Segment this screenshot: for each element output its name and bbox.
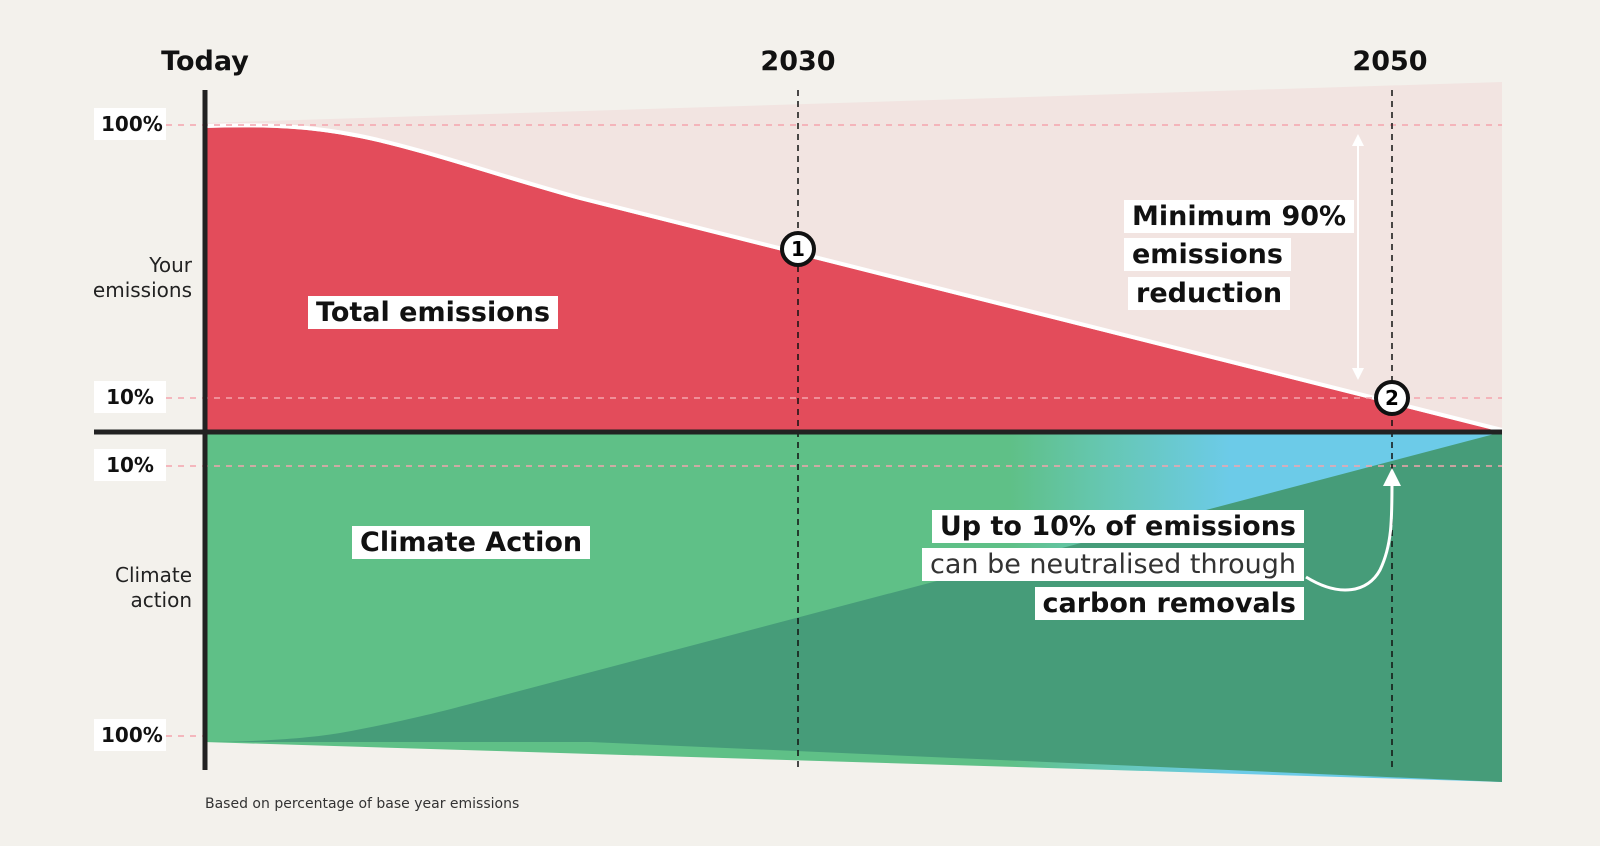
top-100-label: 100%	[94, 108, 166, 140]
climate-action-axis-title: Climate action	[115, 563, 192, 612]
reduction-callout-line1: Minimum 90%	[1124, 200, 1355, 233]
top-10-label: 10%	[94, 381, 166, 413]
your-emissions-axis-title: Your emissions	[92, 253, 192, 302]
removals-callout-line3: carbon removals	[1034, 587, 1304, 620]
milestone-marker-2: 2	[1374, 380, 1410, 416]
removals-arrowhead	[1383, 468, 1401, 486]
removals-arrow	[1305, 479, 1394, 592]
climate-action-title: Climate Action	[352, 526, 591, 559]
total-emissions-area	[204, 127, 1502, 432]
year-2030-label: 2030	[760, 46, 836, 77]
year-guides	[797, 90, 1393, 770]
year-2050-label: 2050	[1352, 46, 1428, 77]
total-emissions-title: Total emissions	[308, 296, 559, 329]
removals-callout-line2: can be neutralised through	[922, 548, 1304, 581]
removals-callout-line1: Up to 10% of emissions	[931, 510, 1304, 543]
today-label: Today	[161, 46, 249, 77]
milestone-marker-1: 1	[780, 231, 816, 267]
reduction-callout-line2: emissions	[1124, 238, 1291, 271]
footnote: Based on percentage of base year emissio…	[205, 796, 520, 812]
reduction-callout-line3: reduction	[1128, 277, 1291, 310]
bottom-100-label: 100%	[94, 719, 166, 751]
bottom-10-label: 10%	[94, 449, 166, 481]
